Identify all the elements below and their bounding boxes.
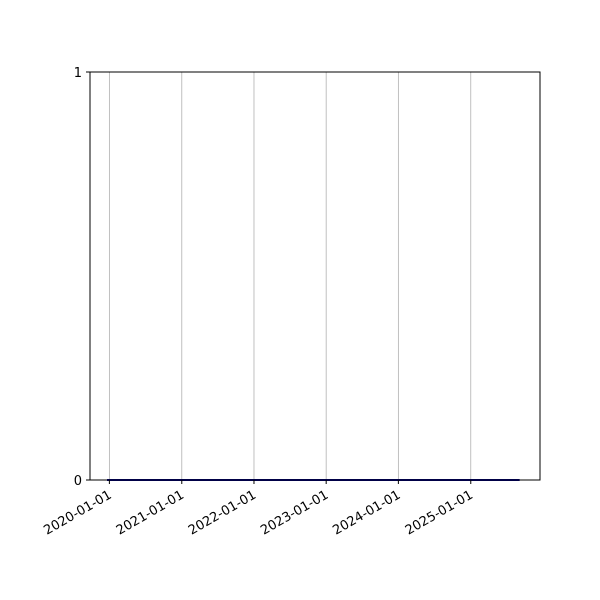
- x-axis: 2020-01-01 2021-01-01 2022-01-01 2023-01-01…: [41, 480, 476, 539]
- x-tick-label: 2021-01-01: [114, 488, 187, 539]
- y-tick-label: 1: [74, 66, 82, 81]
- x-tick-label: 2020-01-01: [41, 488, 114, 539]
- gridlines: [108, 72, 472, 480]
- y-axis: 01: [74, 66, 90, 489]
- y-tick-label: 0: [74, 474, 82, 489]
- x-tick-label: 2022-01-01: [186, 488, 259, 539]
- x-tick-label: 2025-01-01: [403, 488, 476, 539]
- x-tick-label: 2024-01-01: [330, 488, 403, 539]
- plot-frame: [89, 71, 541, 481]
- x-tick-label: 2023-01-01: [258, 488, 331, 539]
